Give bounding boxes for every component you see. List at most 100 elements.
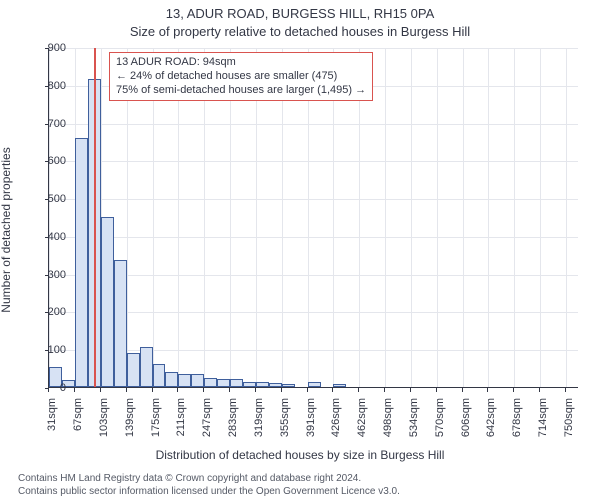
xtick-label: 714sqm <box>537 398 549 437</box>
histogram-bar <box>204 378 217 387</box>
histogram-bar <box>282 384 295 387</box>
xtick-mark <box>177 388 178 392</box>
xtick-mark <box>565 388 566 392</box>
xtick-label: 750sqm <box>563 398 575 437</box>
gridline-h <box>49 124 578 125</box>
xtick-mark <box>332 388 333 392</box>
ytick-label: 900 <box>36 42 66 54</box>
xtick-mark <box>203 388 204 392</box>
xtick-label: 103sqm <box>98 398 110 437</box>
plot-area: 13 ADUR ROAD: 94sqm ← 24% of detached ho… <box>48 48 578 388</box>
xtick-label: 319sqm <box>253 398 265 437</box>
chart-title-line2: Size of property relative to detached ho… <box>0 24 600 39</box>
histogram-bar <box>256 382 269 387</box>
gridline-v <box>514 48 515 387</box>
xtick-mark <box>74 388 75 392</box>
xtick-mark <box>436 388 437 392</box>
property-marker-line <box>94 48 96 387</box>
xtick-label: 498sqm <box>382 398 394 437</box>
histogram-bar <box>178 374 191 387</box>
xtick-label: 355sqm <box>279 398 291 437</box>
annotation-box: 13 ADUR ROAD: 94sqm ← 24% of detached ho… <box>109 52 373 101</box>
ytick-label: 0 <box>36 382 66 394</box>
histogram-bar <box>127 353 140 387</box>
gridline-v <box>49 48 50 387</box>
histogram-bar <box>308 382 321 387</box>
xtick-mark <box>410 388 411 392</box>
gridline-h <box>49 237 578 238</box>
xtick-label: 606sqm <box>460 398 472 437</box>
xtick-label: 642sqm <box>485 398 497 437</box>
xtick-label: 283sqm <box>227 398 239 437</box>
gridline-v <box>411 48 412 387</box>
xtick-mark <box>126 388 127 392</box>
ytick-label: 700 <box>36 118 66 130</box>
histogram-bar <box>217 379 230 387</box>
gridline-h <box>49 161 578 162</box>
chart-root: 13, ADUR ROAD, BURGESS HILL, RH15 0PA Si… <box>0 0 600 500</box>
xtick-mark <box>358 388 359 392</box>
xtick-label: 462sqm <box>356 398 368 437</box>
histogram-bar <box>114 260 127 387</box>
ytick-label: 500 <box>36 193 66 205</box>
chart-title-line1: 13, ADUR ROAD, BURGESS HILL, RH15 0PA <box>0 6 600 21</box>
gridline-v <box>540 48 541 387</box>
ytick-label: 600 <box>36 155 66 167</box>
annotation-line1: 13 ADUR ROAD: 94sqm <box>116 56 366 70</box>
gridline-v <box>437 48 438 387</box>
y-axis-label: Number of detached properties <box>0 147 13 312</box>
histogram-bar <box>191 374 204 387</box>
xtick-mark <box>462 388 463 392</box>
annotation-line3: 75% of semi-detached houses are larger (… <box>116 84 366 98</box>
gridline-h <box>49 312 578 313</box>
annotation-line2: ← 24% of detached houses are smaller (47… <box>116 70 366 84</box>
gridline-v <box>566 48 567 387</box>
xtick-mark <box>281 388 282 392</box>
histogram-bar <box>153 364 166 387</box>
gridline-h <box>49 199 578 200</box>
histogram-bar <box>230 379 243 387</box>
xtick-label: 678sqm <box>511 398 523 437</box>
xtick-mark <box>513 388 514 392</box>
histogram-bar <box>140 347 153 387</box>
gridline-h <box>49 275 578 276</box>
xtick-label: 175sqm <box>150 398 162 437</box>
ytick-label: 400 <box>36 231 66 243</box>
xtick-mark <box>152 388 153 392</box>
xtick-label: 67sqm <box>72 398 84 431</box>
xtick-mark <box>539 388 540 392</box>
histogram-bar <box>269 383 282 387</box>
histogram-bar <box>333 384 346 387</box>
histogram-bar <box>165 372 178 387</box>
xtick-mark <box>487 388 488 392</box>
footer-line1: Contains HM Land Registry data © Crown c… <box>18 473 361 484</box>
ytick-label: 100 <box>36 344 66 356</box>
xtick-mark <box>307 388 308 392</box>
xtick-label: 426sqm <box>330 398 342 437</box>
x-axis-label: Distribution of detached houses by size … <box>0 448 600 462</box>
xtick-mark <box>48 388 49 392</box>
xtick-label: 31sqm <box>46 398 58 431</box>
xtick-mark <box>100 388 101 392</box>
ytick-label: 800 <box>36 80 66 92</box>
xtick-mark <box>384 388 385 392</box>
gridline-v <box>385 48 386 387</box>
xtick-label: 139sqm <box>124 398 136 437</box>
gridline-v <box>463 48 464 387</box>
xtick-label: 247sqm <box>201 398 213 437</box>
xtick-mark <box>229 388 230 392</box>
ytick-label: 200 <box>36 306 66 318</box>
footer-line2: Contains public sector information licen… <box>18 486 400 497</box>
ytick-label: 300 <box>36 269 66 281</box>
histogram-bar <box>75 138 88 387</box>
histogram-bar <box>243 382 256 387</box>
histogram-bar <box>101 217 114 387</box>
gridline-h <box>49 350 578 351</box>
xtick-label: 211sqm <box>175 398 187 436</box>
xtick-label: 534sqm <box>408 398 420 437</box>
gridline-v <box>488 48 489 387</box>
gridline-h <box>49 48 578 49</box>
xtick-label: 391sqm <box>305 398 317 437</box>
xtick-label: 570sqm <box>434 398 446 437</box>
xtick-mark <box>255 388 256 392</box>
